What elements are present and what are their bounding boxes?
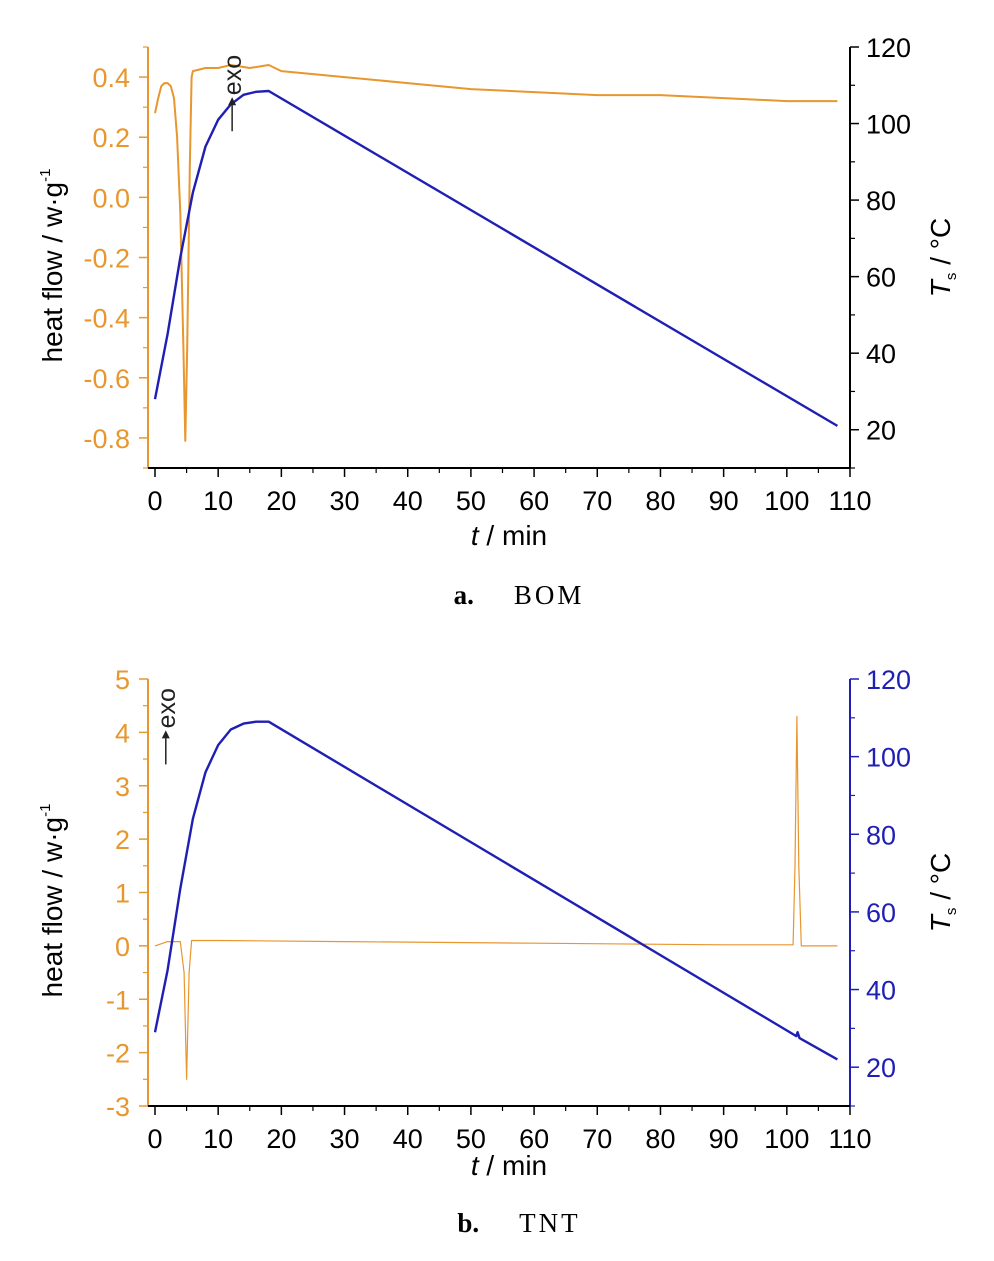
y-right-axis-label: Ts / °C: [925, 218, 960, 297]
y-right-axis-label-unit: / °C: [925, 853, 956, 908]
x-tick-label: 20: [266, 486, 296, 516]
x-tick-label: 0: [147, 1124, 162, 1154]
x-tick-label: 40: [393, 1124, 423, 1154]
y-left-tick-label: -1: [106, 985, 130, 1015]
y-left-tick-label: 0.0: [92, 183, 130, 213]
x-tick-label: 60: [519, 1124, 549, 1154]
x-axis-label: t / min: [471, 1150, 547, 1181]
x-tick-label: 60: [519, 486, 549, 516]
exo-arrow-head: [161, 730, 170, 739]
y-left-tick-label: 5: [115, 665, 130, 695]
y-right-axis-label-var: T: [925, 278, 956, 297]
exo-label: exo: [219, 55, 247, 95]
y-left-axis-label-text: heat flow / w·g: [37, 817, 68, 998]
y-left-tick-label: 3: [115, 772, 130, 802]
x-tick-label: 20: [266, 1124, 296, 1154]
y-left-tick-label: -0.2: [83, 244, 130, 274]
y-left-tick-label: 4: [115, 718, 130, 748]
x-tick-label: 0: [147, 486, 162, 516]
y-right-tick-label: 100: [866, 743, 911, 773]
exo-annotation: exo: [219, 55, 247, 132]
temperature-series-line: [153, 89, 839, 427]
chart-caption: b. TNT: [457, 1208, 580, 1238]
x-tick-label: 50: [456, 1124, 486, 1154]
y-left-tick-label: 0.4: [92, 63, 130, 93]
x-tick-label: 40: [393, 486, 423, 516]
x-tick-label: 110: [828, 1124, 871, 1154]
x-axis-label-unit: / min: [479, 1150, 547, 1181]
x-tick-label: 100: [764, 1124, 809, 1154]
y-right-axis-label: Ts / °C: [925, 853, 960, 932]
exo-label: exo: [153, 688, 181, 728]
x-tick-label: 80: [645, 486, 675, 516]
y-left-tick-label: 0.2: [92, 123, 130, 153]
y-right-tick-label: 80: [866, 820, 896, 850]
x-tick-label: 90: [709, 486, 739, 516]
y-right-axis-label-var: T: [925, 913, 956, 932]
x-tick-label: 10: [203, 486, 233, 516]
caption-label: b.: [457, 1208, 479, 1238]
x-tick-label: 70: [582, 1124, 612, 1154]
y-left-tick-label: -3: [106, 1092, 130, 1122]
x-tick-label: 50: [456, 486, 486, 516]
x-tick-label: 70: [582, 486, 612, 516]
heat-flow-series-line: [154, 715, 838, 1080]
y-left-tick-label: 0: [115, 932, 130, 962]
caption-label: a.: [454, 580, 474, 610]
chart-caption: a. BOM: [454, 580, 585, 610]
chart-b: 0 10 20 30 40 50 60 70 80 90 100 110 -3 -2 -1 0 1 2 3 4 5 20 4…: [37, 665, 960, 1238]
exo-annotation: exo: [153, 688, 181, 765]
y-left-tick-label: -0.6: [83, 364, 130, 394]
y-right-tick-label: 120: [866, 665, 911, 695]
y-left-tick-label: 1: [115, 879, 130, 909]
y-right-tick-label: 120: [866, 33, 911, 63]
y-right-tick-label: 40: [866, 339, 896, 369]
y-right-tick-label: 60: [866, 263, 896, 293]
y-left-axis-label: heat flow / w·g-1: [37, 169, 68, 363]
y-left-tick-label: -0.8: [83, 424, 130, 454]
x-tick-label: 30: [330, 486, 360, 516]
x-tick-label: 100: [764, 486, 809, 516]
temperature-series-line: [153, 720, 838, 1061]
x-tick-label: 80: [645, 1124, 675, 1154]
y-left-tick-label: 2: [115, 825, 130, 855]
y-right-axis-label-sub: s: [943, 908, 960, 916]
x-axis-label-var: t: [471, 520, 480, 551]
y-right-tick-label: 40: [866, 976, 896, 1006]
y-right-tick-label: 60: [866, 898, 896, 928]
x-axis-label-unit: / min: [479, 520, 547, 551]
x-tick-label: 10: [203, 1124, 233, 1154]
y-right-tick-label: 20: [866, 416, 896, 446]
y-left-axis-label-sup: -1: [37, 169, 54, 182]
y-right-axis-label-sub: s: [943, 273, 960, 281]
caption-name: BOM: [514, 580, 585, 610]
chart-a: 0 10 20 30 40 50 60 70 80 90 100 110 -0.8 -0.6 -0.4 -0.…: [37, 33, 960, 610]
y-left-tick-label: -0.4: [83, 304, 130, 334]
caption-name: TNT: [519, 1208, 580, 1238]
heat-flow-series-line: [154, 64, 838, 442]
x-tick-label: 30: [330, 1124, 360, 1154]
x-tick-label: 90: [709, 1124, 739, 1154]
y-left-axis-label: heat flow / w·g-1: [37, 804, 68, 998]
x-axis-label-var: t: [471, 1150, 480, 1181]
y-right-tick-label: 80: [866, 186, 896, 216]
x-axis-label: t / min: [471, 520, 547, 551]
y-right-axis-label-unit: / °C: [925, 218, 956, 273]
exo-arrow-head: [228, 97, 237, 106]
y-left-tick-label: -2: [106, 1039, 130, 1069]
y-left-axis-label-sup: -1: [37, 804, 54, 817]
y-right-tick-label: 20: [866, 1053, 896, 1083]
y-right-tick-label: 100: [866, 110, 911, 140]
x-tick-label: 110: [828, 486, 871, 516]
y-left-axis-label-text: heat flow / w·g: [37, 182, 68, 363]
